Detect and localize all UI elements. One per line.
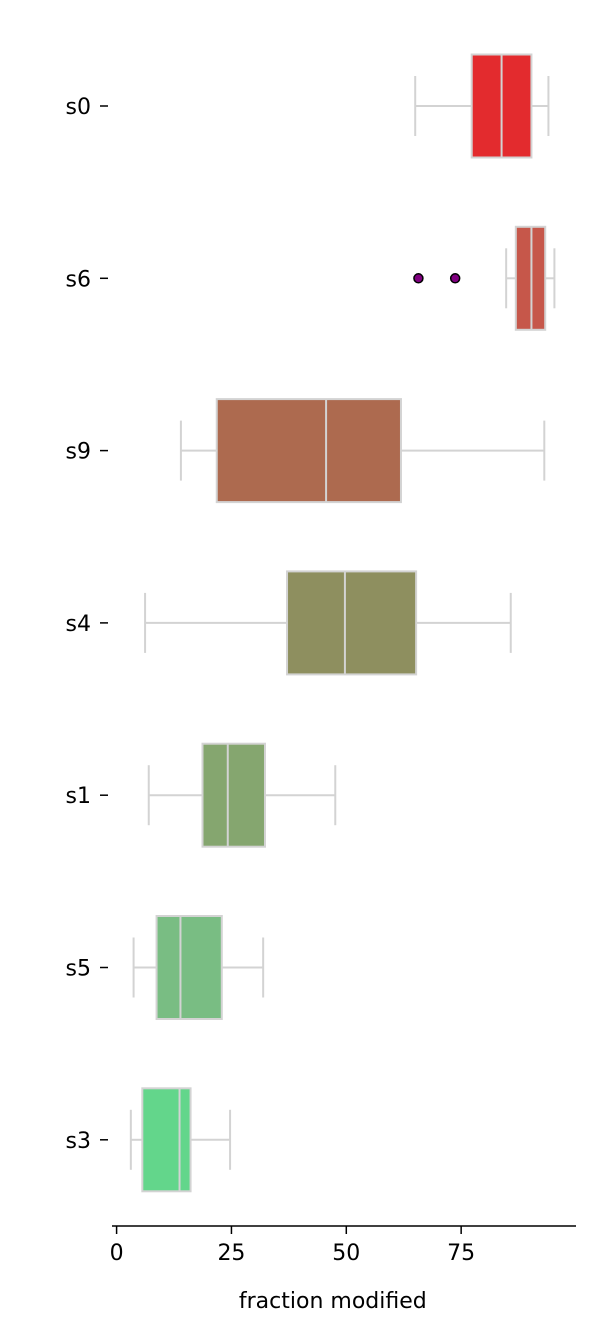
y-tick-label-s9: s9 (66, 440, 91, 465)
y-axis: s0 s6 s9 s4 s1 s5 s3 (66, 95, 108, 1154)
y-tick-label-s1: s1 (66, 784, 91, 809)
box-group-s1 (149, 744, 336, 847)
box (157, 916, 222, 1019)
y-tick-label-s3: s3 (66, 1129, 91, 1154)
x-tick-label-0: 0 (110, 1241, 124, 1266)
outlier-point (451, 274, 460, 283)
x-tick-label-25: 25 (217, 1241, 245, 1266)
box-group-s0 (415, 55, 548, 158)
box-group-s5 (134, 916, 264, 1019)
box (287, 571, 416, 674)
x-axis: fraction modified 0 25 50 75 (110, 1226, 576, 1314)
box-group-s6 (414, 227, 554, 330)
plot-area (131, 55, 555, 1192)
box (217, 399, 401, 502)
y-tick-label-s4: s4 (66, 612, 91, 637)
box (142, 1088, 190, 1191)
y-tick-label-s6: s6 (66, 267, 91, 292)
box (203, 744, 265, 847)
y-tick-label-s5: s5 (66, 957, 91, 982)
box-group-s3 (131, 1088, 230, 1191)
y-tick-label-s0: s0 (66, 95, 91, 120)
outlier-point (414, 274, 423, 283)
box-group-s4 (145, 571, 511, 674)
x-tick-label-50: 50 (332, 1241, 360, 1266)
box-group-s9 (181, 399, 544, 502)
x-tick-label-75: 75 (447, 1241, 475, 1266)
x-axis-label: fraction modified (239, 1289, 427, 1314)
